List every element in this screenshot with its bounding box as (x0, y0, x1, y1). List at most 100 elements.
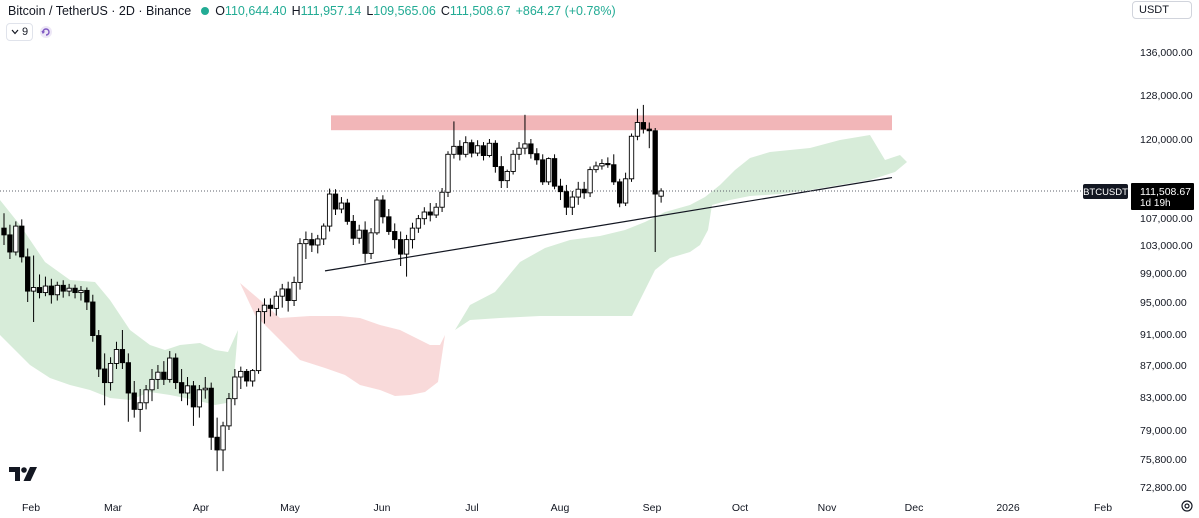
candle-body (409, 227, 416, 241)
cloud-bull-area-2 (452, 135, 907, 335)
candle-body (19, 225, 25, 258)
candle-body (297, 243, 303, 283)
candle-body (321, 225, 327, 240)
time-tick-label: Nov (818, 502, 837, 514)
ohlc-change-value: +864.27 (+0.78%) (515, 4, 616, 18)
candle (131, 381, 137, 418)
market-status-dot (201, 7, 210, 15)
candle-body (309, 239, 315, 246)
candle (516, 142, 522, 160)
symbol-tag-bg (1083, 184, 1128, 199)
candle-body (427, 211, 433, 216)
candle (315, 234, 321, 254)
candle-body (101, 368, 108, 384)
time-tick-label: Oct (732, 502, 748, 514)
candlestick-series (1, 104, 664, 472)
price-axis[interactable]: 136,000.00 128,000.00 120,000.00 107,000.00… (1140, 47, 1193, 494)
time-tick-label: Aug (551, 502, 570, 514)
candle-body (96, 335, 102, 370)
candle-body (457, 145, 463, 155)
candle-body (540, 159, 546, 183)
candle-body (628, 135, 635, 180)
gear-icon[interactable] (1180, 499, 1194, 513)
candle (60, 280, 66, 298)
candle-body (261, 304, 268, 313)
currency-label: USDT (1139, 4, 1169, 16)
candle-body (498, 166, 504, 182)
candle-body (249, 370, 256, 382)
candle (409, 222, 416, 249)
time-tick-label: 2026 (996, 502, 1020, 514)
candle (232, 369, 238, 406)
candle (528, 139, 534, 159)
candle (309, 232, 315, 252)
candle-body (338, 202, 345, 210)
candle (622, 172, 629, 207)
price-tick-label: 99,000.00 (1140, 268, 1187, 280)
ohlc-open-label: O (215, 4, 225, 18)
currency-selector[interactable]: USDT (1132, 1, 1192, 19)
chevron-down-icon (11, 29, 19, 35)
candle (421, 207, 427, 225)
candle-body (178, 382, 185, 394)
candle (119, 330, 126, 369)
indicators-toggle-button[interactable]: 9 (6, 23, 34, 41)
candle-body (658, 190, 664, 197)
ohlc-close-value: 111,508.67 (449, 4, 511, 18)
candle (593, 161, 599, 173)
candle (356, 224, 362, 244)
candle (267, 298, 274, 317)
candle (492, 140, 499, 173)
candle (178, 369, 185, 402)
candle (362, 221, 368, 263)
ohlc-high-value: 111,957.14 (300, 4, 362, 18)
candle (196, 385, 203, 418)
ohlc-high-label: H (291, 4, 301, 18)
candle (30, 255, 37, 322)
candle-body (42, 285, 49, 294)
chart-header: Bitcoin / TetherUS · 2D · Binance O 110,6… (8, 3, 621, 19)
cloud-bear-area (240, 283, 445, 396)
candle-body (350, 220, 356, 239)
candle (84, 287, 90, 310)
candle-body (184, 385, 191, 394)
price-tick-label: 120,000.00 (1140, 134, 1193, 146)
candle (599, 159, 605, 170)
candle (344, 198, 351, 225)
candle-body (433, 206, 439, 216)
candle-body (640, 122, 647, 130)
time-tick-label: Feb (1094, 502, 1112, 514)
symbol-title[interactable]: Bitcoin / TetherUS · 2D · Binance (8, 4, 192, 18)
candle-body (54, 284, 60, 296)
candle-body (119, 349, 126, 364)
candle-body (415, 218, 422, 229)
candle-body (344, 202, 351, 222)
candle-body (279, 288, 285, 297)
candle-body (214, 436, 220, 451)
countdown-text: 1d 19h (1140, 198, 1171, 209)
loading-spinner-icon (40, 26, 53, 38)
candle (19, 219, 25, 263)
candle (285, 281, 291, 312)
candle-body (113, 349, 120, 364)
time-axis[interactable]: Feb Mar Apr May Jun Jul Aug Sep Oct Nov Dec 2026 Feb (22, 502, 1112, 514)
candle (498, 156, 504, 188)
candle (238, 366, 244, 389)
candle-body (161, 371, 167, 380)
candle-body (13, 225, 19, 253)
ohlc-open-value: 110,644.40 (224, 4, 287, 18)
candle-body (291, 281, 297, 301)
candle (7, 224, 13, 259)
candle-body (362, 229, 368, 254)
candle-body (84, 289, 90, 303)
candle-body (605, 163, 611, 166)
candle-body (303, 239, 309, 245)
candle-body (196, 389, 203, 408)
candle (279, 283, 285, 308)
time-tick-label: Sep (643, 502, 662, 514)
candle (486, 139, 493, 158)
trendline (324, 176, 893, 272)
candle (504, 169, 510, 188)
candle-body (386, 216, 392, 232)
